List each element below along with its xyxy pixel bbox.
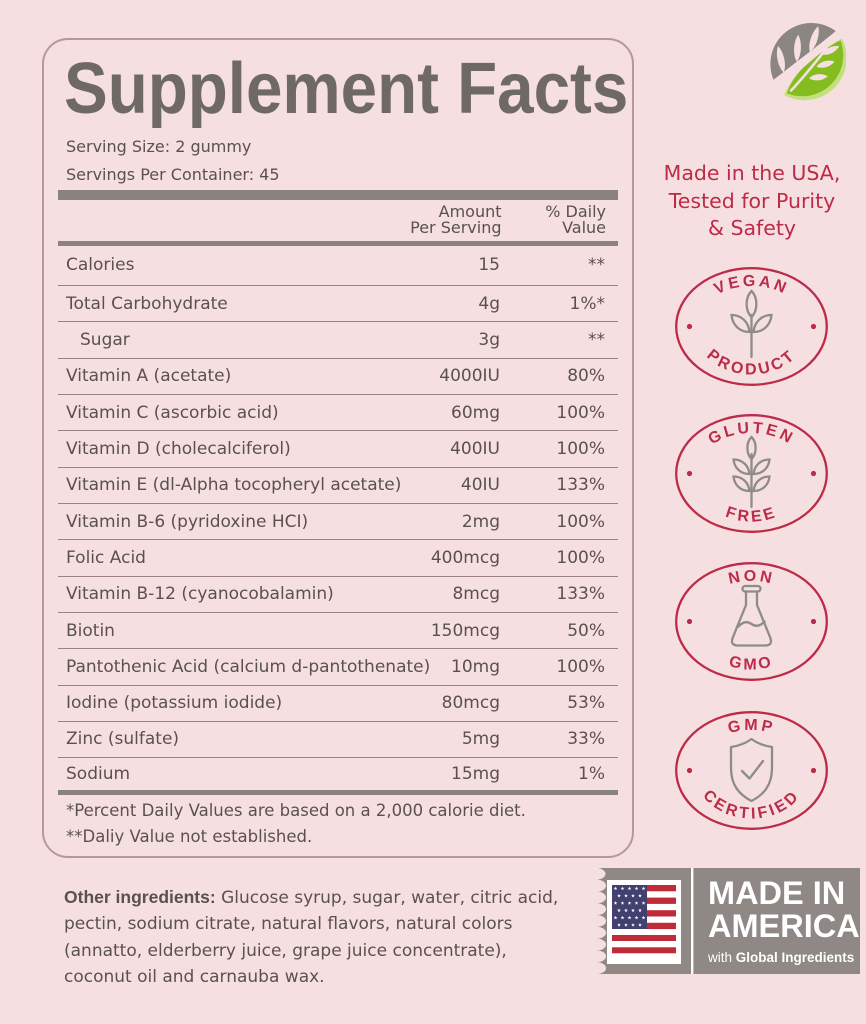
table-row: Sodium 15mg 1% bbox=[58, 758, 618, 789]
nutrient-daily-value: ** bbox=[588, 329, 605, 350]
svg-text:VEGAN: VEGAN bbox=[711, 272, 791, 297]
footnotes: *Percent Daily Values are based on a 2,0… bbox=[66, 798, 526, 850]
table-row: Vitamin C (ascorbic acid) 60mg 100% bbox=[58, 395, 618, 432]
svg-text:CERTIFIED: CERTIFIED bbox=[699, 786, 803, 822]
nutrient-amount: 10mg bbox=[451, 656, 500, 677]
shield-check-icon bbox=[729, 737, 773, 802]
nutrient-amount: 400IU bbox=[450, 438, 500, 459]
svg-text:GMP: GMP bbox=[726, 716, 776, 736]
nutrient-daily-value: 133% bbox=[556, 584, 605, 605]
table-row: Vitamin B-6 (pyridoxine HCI) 2mg 100% bbox=[58, 504, 618, 541]
us-flag-icon bbox=[595, 868, 681, 964]
nutrient-daily-value: 100% bbox=[556, 547, 605, 568]
badge-vegan-product: VEGAN PRODUCT bbox=[674, 266, 828, 386]
table-row: Iodine (potassium iodide) 80mcg 53% bbox=[58, 686, 618, 722]
facts-table-rows: Calories 15 ** Total Carbohydrate 4g 1%*… bbox=[58, 246, 618, 789]
svg-text:GMO: GMO bbox=[727, 653, 775, 673]
brand-leaf-logo-icon bbox=[764, 20, 846, 102]
made-in-line1: MADE IN bbox=[708, 875, 846, 911]
nutrient-name: Iodine (potassium iodide) bbox=[66, 693, 283, 714]
nutrient-amount: 400mcg bbox=[430, 547, 500, 568]
divider-thick-bottom bbox=[58, 789, 618, 795]
table-row: Folic Acid 400mcg 100% bbox=[58, 540, 618, 577]
badge-gluten-free: GLUTEN FREE bbox=[674, 413, 828, 533]
table-row: Vitamin D (cholecalciferol) 400IU 100% bbox=[58, 431, 618, 468]
nutrient-daily-value: 33% bbox=[567, 729, 605, 750]
nutrient-name: Vitamin E (dl-Alpha tocopheryl acetate) bbox=[66, 475, 402, 496]
divider-header bbox=[58, 240, 618, 246]
svg-text:FREE: FREE bbox=[723, 503, 779, 525]
nutrient-daily-value: ** bbox=[588, 255, 605, 276]
nutrient-daily-value: 53% bbox=[567, 693, 605, 714]
nutrient-name: Vitamin C (ascorbic acid) bbox=[66, 402, 279, 423]
other-ingredients: Other ingredients: Glucose syrup, sugar,… bbox=[64, 887, 559, 987]
table-row: Vitamin B-12 (cyanocobalamin) 8mcg 133% bbox=[58, 577, 618, 613]
plant-icon bbox=[729, 288, 773, 358]
footnote-not-established: **Daliy Value not established. bbox=[66, 827, 313, 847]
made-in-america-stamp: MADE IN AMERICA with Global Ingredients bbox=[595, 868, 860, 974]
nutrient-amount: 5mg bbox=[461, 729, 500, 750]
nutrient-name: Vitamin A (acetate) bbox=[66, 366, 232, 387]
badge-non-gmo: NON GMO bbox=[674, 561, 828, 681]
nutrient-name: Folic Acid bbox=[66, 547, 146, 568]
nutrient-amount: 2mg bbox=[461, 511, 500, 532]
usa-tagline: Made in the USA, Tested for Purity & Saf… bbox=[663, 161, 841, 241]
nutrient-name: Vitamin B-12 (cyanocobalamin) bbox=[66, 584, 334, 605]
nutrient-daily-value: 100% bbox=[556, 511, 605, 532]
table-row: Vitamin E (dl-Alpha tocopheryl acetate) … bbox=[58, 468, 618, 504]
table-row: Total Carbohydrate 4g 1%* bbox=[58, 286, 618, 323]
divider-thick-top bbox=[58, 190, 618, 200]
serving-info: Serving Size: 2 gummy Servings Per Conta… bbox=[66, 133, 280, 189]
nutrient-name: Zinc (sulfate) bbox=[66, 729, 180, 750]
table-row: Calories 15 ** bbox=[58, 246, 618, 286]
nutrient-amount: 150mcg bbox=[430, 620, 500, 641]
nutrient-amount: 4g bbox=[478, 293, 500, 314]
table-row: Zinc (sulfate) 5mg 33% bbox=[58, 722, 618, 759]
supplement-facts-panel: Supplement Facts Serving Size: 2 gummy S… bbox=[42, 38, 634, 858]
nutrient-daily-value: 1% bbox=[578, 763, 605, 784]
column-header-daily-value: % Daily Value bbox=[545, 201, 606, 237]
nutrient-daily-value: 100% bbox=[556, 402, 605, 423]
svg-text:GLUTEN: GLUTEN bbox=[705, 419, 797, 447]
nutrient-name: Biotin bbox=[66, 620, 115, 641]
flask-icon bbox=[730, 584, 772, 647]
nutrient-name: Calories bbox=[66, 255, 135, 276]
svg-text:NON: NON bbox=[726, 568, 775, 588]
nutrient-amount: 40IU bbox=[460, 475, 500, 496]
footnote-daily-values: *Percent Daily Values are based on a 2,0… bbox=[66, 801, 526, 821]
made-in-subtitle: with Global Ingredients bbox=[708, 950, 855, 966]
nutrient-daily-value: 50% bbox=[567, 620, 605, 641]
nutrient-name: Vitamin D (cholecalciferol) bbox=[66, 438, 291, 459]
panel-title: Supplement Facts bbox=[64, 48, 629, 129]
nutrient-amount: 15mg bbox=[451, 763, 500, 784]
nutrient-amount: 15 bbox=[478, 255, 500, 276]
nutrient-amount: 3g bbox=[478, 329, 500, 350]
nutrient-name: Total Carbohydrate bbox=[66, 293, 228, 314]
table-row: Biotin 150mcg 50% bbox=[58, 613, 618, 650]
nutrient-daily-value: 80% bbox=[567, 366, 605, 387]
nutrient-name: Sugar bbox=[80, 329, 130, 350]
nutrient-name: Vitamin B-6 (pyridoxine HCI) bbox=[66, 511, 309, 532]
nutrient-name: Sodium bbox=[66, 763, 131, 784]
nutrient-daily-value: 133% bbox=[556, 475, 605, 496]
table-row: Vitamin A (acetate) 4000IU 80% bbox=[58, 359, 618, 395]
nutrient-amount: 4000IU bbox=[439, 366, 500, 387]
wheat-icon bbox=[731, 434, 771, 508]
nutrient-daily-value: 100% bbox=[556, 438, 605, 459]
serving-size: Serving Size: 2 gummy bbox=[66, 136, 252, 156]
nutrient-name: Pantothenic Acid (calcium d-pantothenate… bbox=[66, 656, 431, 677]
other-ingredients-label: Other ingredients: bbox=[64, 887, 216, 907]
servings-per-container: Servings Per Container: 45 bbox=[66, 164, 280, 184]
nutrient-daily-value: 1%* bbox=[569, 293, 605, 314]
nutrient-daily-value: 100% bbox=[556, 656, 605, 677]
nutrient-amount: 80mcg bbox=[441, 693, 500, 714]
table-row: Sugar 3g ** bbox=[58, 322, 618, 359]
nutrient-amount: 8mcg bbox=[452, 584, 500, 605]
nutrient-amount: 60mg bbox=[451, 402, 500, 423]
table-row: Pantothenic Acid (calcium d-pantothenate… bbox=[58, 649, 618, 686]
made-in-line2: AMERICA bbox=[708, 907, 860, 944]
badge-gmp-certified: GMP CERTIFIED bbox=[674, 710, 828, 830]
column-header-amount: Amount Per Serving bbox=[410, 201, 502, 237]
